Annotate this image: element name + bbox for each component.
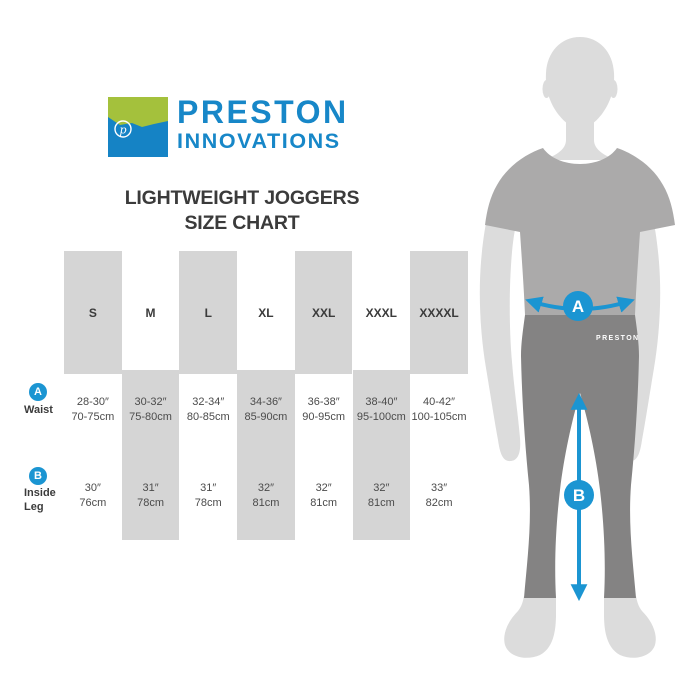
inside-leg-value-line: 30″ (84, 482, 101, 494)
waist-value-line: 36-38″ (307, 396, 340, 408)
waist-marker-circle (563, 291, 593, 321)
waist-marker-letter: A (34, 386, 42, 398)
waist-row-label: Waist (24, 403, 53, 417)
column-stripe-header (179, 251, 238, 374)
inside-leg-marker-badge: B (29, 467, 47, 485)
waist-value-cell: 28-30″ 70-75cm (64, 395, 122, 427)
waist-value-cell: 34-36″ 85-90cm (237, 395, 295, 427)
inside-leg-value-cell: 31″ 78cm (122, 481, 180, 513)
waist-value-line: 85-90cm (244, 411, 288, 423)
brand-subname: INNOVATIONS (177, 129, 341, 153)
waist-value-line: 95-100cm (356, 411, 406, 423)
inside-leg-value-line: 32″ (373, 482, 390, 494)
inside-leg-value-line: 31″ (142, 482, 159, 494)
inside-leg-marker-letter-figure: B (573, 486, 585, 505)
size-column-header: XXXXL (419, 306, 459, 320)
joggers-brand-label: PRESTON (596, 335, 640, 342)
waist-value-cell: 38-40″ 95-100cm (353, 395, 411, 427)
inside-leg-value-line: 31″ (200, 482, 217, 494)
inside-leg-value-line: 81cm (367, 497, 395, 509)
inside-leg-value-cell: 33″ 82cm (410, 481, 468, 513)
inside-leg-marker-circle (564, 480, 594, 510)
preston-logo-icon: p (108, 97, 168, 157)
waist-value-line: 70-75cm (71, 411, 115, 423)
body-silhouette (479, 37, 661, 658)
waist-row-label-line: Waist (24, 404, 53, 416)
inside-leg-label-line1: Inside (24, 487, 56, 499)
waist-value-line: 38-40″ (365, 396, 398, 408)
inside-leg-value-line: 82cm (425, 497, 453, 509)
waist-value-line: 100-105cm (411, 411, 467, 423)
waist-value-line: 80-85cm (186, 411, 230, 423)
inside-leg-value-line: 33″ (430, 482, 448, 494)
inside-leg-value-cell: 32″ 81cm (237, 481, 295, 513)
waist-value-cell: 32-34″ 80-85cm (179, 395, 237, 427)
column-stripe-body (237, 370, 295, 540)
inside-leg-value-line: 81cm (252, 497, 280, 509)
size-column-header: XXL (311, 306, 336, 320)
column-stripe-header (410, 251, 468, 374)
logo-p-glyph: p (119, 124, 126, 137)
waist-marker-letter-figure: A (572, 297, 584, 316)
inside-leg-value-line: 32″ (257, 482, 274, 494)
column-stripe-header (294, 251, 353, 374)
waist-value-line: 75-80cm (129, 411, 172, 423)
inside-leg-value-line: 78cm (194, 497, 222, 509)
waist-value-cell: 30-32″ 75-80cm (122, 395, 180, 427)
waist-value-line: 32-34″ (192, 396, 225, 408)
waist-value-cell: 40-42″ 100-105cm (410, 395, 468, 427)
size-column-header: XL (258, 306, 274, 320)
inside-leg-value-cell: 31″ 78cm (179, 481, 237, 513)
waist-marker-badge: A (29, 383, 47, 401)
tshirt-silhouette (485, 148, 675, 315)
joggers-silhouette (521, 315, 639, 598)
waist-value-line: 30-32″ (134, 396, 167, 408)
size-column-header: XXXL (365, 306, 398, 320)
waist-value-line: 40-42″ (423, 396, 456, 408)
waist-value-cell: 36-38″ 90-95cm (295, 395, 353, 427)
inside-leg-value-line: 32″ (315, 482, 332, 494)
column-stripe-header (64, 251, 122, 374)
inside-leg-value-cell: 32″ 81cm (353, 481, 411, 513)
joggers-figure: PRESTON A B (479, 37, 675, 658)
page-title-line2: SIZE CHART (184, 212, 300, 234)
inside-leg-label-line2: Leg (24, 501, 44, 513)
column-stripe-body (352, 370, 411, 540)
inside-leg-value-line: 78cm (137, 497, 164, 509)
page-title: LIGHTWEIGHT JOGGERS SIZE CHART (42, 186, 442, 236)
size-column-header: M (145, 306, 156, 320)
size-column-header: L (204, 306, 212, 320)
inside-leg-row-label: Inside Leg (24, 486, 56, 514)
inside-leg-value-cell: 30″ 76cm (64, 481, 122, 513)
inside-leg-marker-letter: B (34, 470, 42, 482)
inside-leg-value-line: 76cm (79, 497, 107, 509)
size-column-header: S (88, 306, 97, 320)
column-stripe-body (121, 370, 180, 540)
page-title-line1: LIGHTWEIGHT JOGGERS (124, 187, 360, 209)
brand-wordmark: PRESTON INNOVATIONS (177, 96, 397, 153)
waist-value-line: 90-95cm (302, 411, 346, 423)
waist-value-line: 34-36″ (249, 396, 282, 408)
inside-leg-value-cell: 32″ 81cm (295, 481, 353, 513)
waist-value-line: 28-30″ (76, 396, 109, 408)
brand-name: PRESTON (177, 94, 349, 130)
inside-leg-value-line: 81cm (310, 497, 338, 509)
